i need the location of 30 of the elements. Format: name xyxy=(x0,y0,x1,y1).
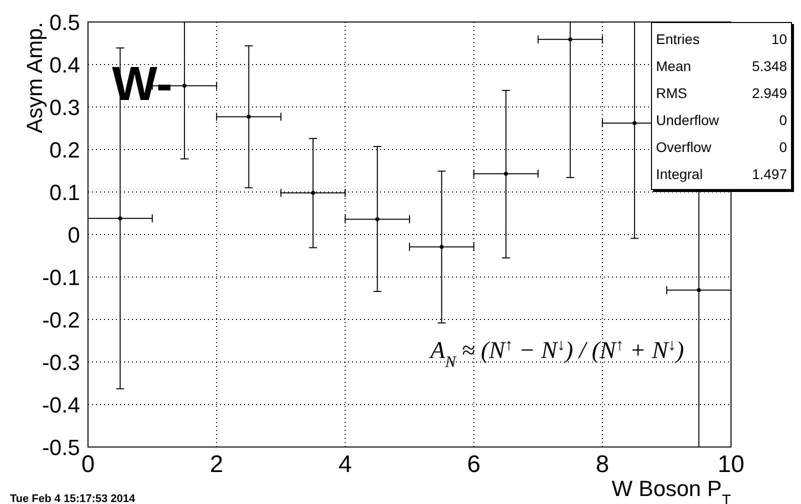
point xyxy=(504,172,508,176)
statistics-box: Entries 10 Mean 5.348 RMS 2.949 Underflow 0 Overflow 0 Integral 1.497 xyxy=(651,22,792,190)
y-tick-label: -0.5 xyxy=(42,434,80,460)
point xyxy=(311,190,316,195)
point xyxy=(118,216,122,220)
text: A$_{N}$ ≈ (N$^{↑}$ − N$^{↓}$) / (N$^{↑}$ + N$^{↓}$) xyxy=(430,336,684,370)
y-tick-label: 0 xyxy=(68,222,80,248)
y-tick-label: 0.4 xyxy=(49,52,80,78)
point xyxy=(632,121,637,126)
point xyxy=(375,217,380,222)
y-tick-label: -0.2 xyxy=(42,307,80,332)
y-tick-label: 0.5 xyxy=(49,10,80,35)
y-tick-label: -0.4 xyxy=(42,392,80,418)
y-tick-label: -0.1 xyxy=(42,264,80,290)
point xyxy=(696,288,701,292)
point xyxy=(568,37,572,42)
text: Tue Feb 4 15:17:53 2014 xyxy=(10,493,136,504)
y-tick-label: 0.3 xyxy=(49,94,80,120)
point xyxy=(246,114,251,119)
x-tick-label: 6 xyxy=(467,451,480,478)
y-tick-label: 0.2 xyxy=(49,137,80,162)
x-tick-label: 10 xyxy=(718,451,744,478)
x-tick-label: 4 xyxy=(338,451,352,478)
y-tick-label: -0.3 xyxy=(42,350,80,375)
y-tick-label: 0.1 xyxy=(49,180,80,205)
x-tick-label: 8 xyxy=(596,451,610,478)
x-tick-label: 2 xyxy=(210,451,224,478)
point xyxy=(182,84,186,88)
y-axis-title: Asym Amp. xyxy=(22,22,47,134)
point xyxy=(440,244,444,249)
